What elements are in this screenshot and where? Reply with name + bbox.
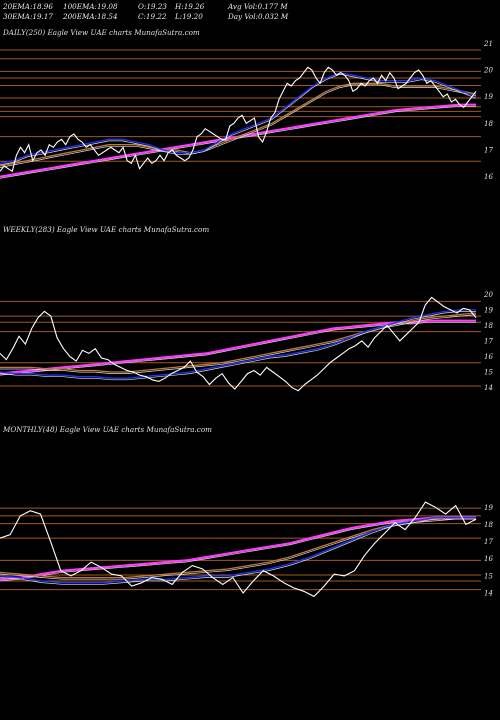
daily-tick-label-0: 21	[483, 40, 493, 48]
weekly-tick-label-2: 18	[484, 322, 493, 330]
monthly-price-line	[0, 501, 477, 598]
weekly-ema_mid-twin-line	[0, 314, 477, 374]
ema100-readout: 100EMA:19.08	[63, 2, 118, 11]
weekly-ema_short-line	[0, 309, 476, 379]
close-readout: C:19.22	[138, 12, 167, 21]
high-readout: H:19.26	[175, 2, 205, 11]
ema20-readout: 20EMA:18.96	[3, 2, 53, 11]
monthly-tick-label-3: 16	[484, 555, 493, 563]
weekly-tick-label-0: 20	[483, 291, 493, 299]
monthly-tick-label-5: 14	[484, 590, 493, 598]
weekly-price-line	[0, 296, 477, 392]
daily-tick-label-1: 20	[483, 67, 493, 75]
weekly-ema_short-twin-line	[0, 311, 476, 381]
daily-tick-label-5: 16	[484, 173, 493, 181]
monthly-ema_short-line	[0, 516, 476, 584]
weekly-tick-label-4: 16	[484, 353, 493, 361]
weekly-tick-label-3: 17	[484, 337, 493, 345]
daily-price-line	[0, 66, 477, 173]
daily-tick-label-2: 19	[484, 93, 493, 101]
monthly-ema_long-line	[0, 516, 476, 581]
weekly-ema_long-line	[0, 319, 476, 375]
monthly-tick-label-0: 19	[484, 504, 493, 512]
monthly-tick-label-2: 17	[484, 538, 493, 546]
ema30-readout: 30EMA:19.17	[3, 12, 53, 21]
weekly-tick-label-1: 19	[484, 306, 493, 314]
daily-panel-label: DAILY(250) Eagle View UAE charts MunafaS…	[3, 28, 200, 37]
ema200-readout: 200EMA:18.54	[63, 12, 118, 21]
low-readout: L:19.20	[175, 12, 203, 21]
monthly-tick-label-1: 18	[484, 521, 493, 529]
monthly-panel-label: MONTHLY(48) Eagle View UAE charts Munafa…	[3, 425, 212, 434]
open-readout: O:19.23	[138, 2, 167, 11]
weekly-tick-label-5: 15	[484, 369, 493, 377]
monthly-tick-label-4: 15	[484, 572, 493, 580]
daily-ema_mid-twin-line	[0, 84, 477, 168]
weekly-panel-label: WEEKLY(283) Eagle View UAE charts Munafa…	[3, 225, 210, 234]
weekly-tick-label-6: 14	[484, 384, 493, 392]
daily-ema_short-twin-line	[0, 73, 477, 166]
day-vol-readout: Day Vol:0.032 M	[228, 12, 289, 21]
daily-tick-label-3: 18	[484, 120, 493, 128]
monthly-ema_long-twin-line	[0, 518, 476, 582]
avg-vol-readout: Avg Vol:0.177 M	[228, 2, 288, 11]
daily-ema_short-line	[0, 72, 477, 164]
daily-tick-label-4: 17	[484, 147, 493, 155]
monthly-ema_short-twin-line	[0, 518, 476, 585]
